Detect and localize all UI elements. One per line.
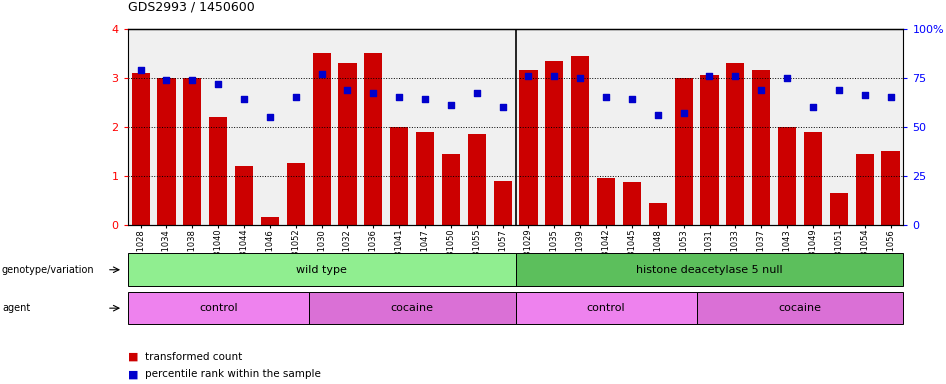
Text: genotype/variation: genotype/variation (2, 265, 95, 275)
Text: control: control (587, 303, 625, 313)
Text: ■: ■ (128, 369, 142, 379)
Point (469, 90, 484, 96)
Bar (261, 217, 279, 225)
Point (262, 114, 277, 120)
Bar (778, 127, 797, 225)
Bar (235, 166, 254, 225)
Point (857, 92, 872, 98)
Bar (804, 132, 822, 225)
Bar (519, 70, 537, 225)
Bar (442, 154, 460, 225)
Text: percentile rank within the sample: percentile rank within the sample (145, 369, 321, 379)
Point (495, 104, 510, 110)
Bar (674, 78, 692, 225)
Bar (312, 53, 331, 225)
Point (624, 96, 639, 103)
Bar (209, 117, 227, 225)
Bar (339, 63, 357, 225)
Point (289, 94, 304, 101)
Point (883, 94, 898, 101)
Point (392, 94, 407, 101)
Point (805, 104, 820, 110)
Bar (287, 164, 305, 225)
Point (676, 110, 692, 116)
Text: cocaine: cocaine (391, 303, 433, 313)
Text: GDS2993 / 1450600: GDS2993 / 1450600 (128, 0, 254, 13)
Bar (597, 178, 615, 225)
Bar (700, 75, 719, 225)
Point (444, 102, 459, 108)
Text: cocaine: cocaine (779, 303, 821, 313)
Point (832, 86, 847, 93)
Point (547, 73, 562, 79)
Bar (467, 134, 486, 225)
Bar (571, 56, 589, 225)
Point (702, 73, 717, 79)
Bar (416, 132, 434, 225)
Point (366, 90, 381, 96)
Bar (545, 61, 564, 225)
Point (754, 86, 769, 93)
Text: histone deacetylase 5 null: histone deacetylase 5 null (637, 265, 782, 275)
Bar (157, 78, 176, 225)
Text: transformed count: transformed count (145, 352, 242, 362)
Bar (882, 151, 900, 225)
Text: ■: ■ (128, 352, 142, 362)
Bar (727, 63, 745, 225)
Point (780, 74, 795, 81)
Bar (649, 203, 667, 225)
Point (599, 94, 614, 101)
Point (314, 71, 329, 77)
Point (340, 86, 355, 93)
Bar (494, 180, 512, 225)
Bar (364, 53, 382, 225)
Bar (855, 154, 874, 225)
Point (159, 77, 174, 83)
Text: control: control (199, 303, 237, 313)
Point (184, 77, 200, 83)
Point (211, 81, 226, 87)
Point (417, 96, 432, 103)
Bar (131, 73, 149, 225)
Point (650, 112, 665, 118)
Point (572, 74, 587, 81)
Point (727, 73, 743, 79)
Text: wild type: wild type (296, 265, 347, 275)
Bar (830, 193, 848, 225)
Point (236, 96, 252, 103)
Text: agent: agent (2, 303, 30, 313)
Bar (390, 127, 409, 225)
Point (521, 73, 536, 79)
Point (133, 67, 149, 73)
Bar (622, 182, 641, 225)
Bar (184, 78, 201, 225)
Bar (752, 70, 770, 225)
